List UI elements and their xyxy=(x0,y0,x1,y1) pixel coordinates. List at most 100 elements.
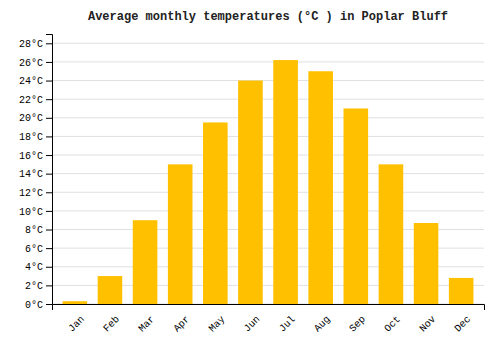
bar xyxy=(344,108,369,304)
y-tick-mark xyxy=(46,136,52,137)
x-tick: Aug xyxy=(312,314,333,335)
y-axis: 0°C 2°C 4°C 6°C 8°C 10°C 12°C 14°C 16°C 18°C 20°C 2… xyxy=(19,35,53,311)
grid-line xyxy=(52,192,484,193)
grid-line xyxy=(52,117,484,118)
y-tick: 2°C xyxy=(25,281,52,292)
grid-line xyxy=(52,80,484,81)
y-tick-mark xyxy=(46,62,52,63)
x-tick: Jan xyxy=(66,314,87,335)
x-tick-label: Feb xyxy=(101,314,122,335)
y-tick-label: 12°C xyxy=(19,188,43,199)
y-axis-line xyxy=(46,35,53,305)
grid-line xyxy=(52,43,484,44)
y-tick-label: 0°C xyxy=(25,300,43,311)
y-tick: 12°C xyxy=(19,188,52,199)
y-tick: 14°C xyxy=(19,169,52,180)
y-tick: 20°C xyxy=(19,113,52,124)
x-tick: Dec xyxy=(453,314,474,335)
x-axis: Jan Feb Mar Apr May Jun Jul Aug Sep Oct Nov Dec xyxy=(53,305,485,335)
x-tick: Mar xyxy=(137,314,158,335)
bar xyxy=(308,71,333,304)
y-tick: 10°C xyxy=(19,207,52,218)
y-tick-label: 16°C xyxy=(19,151,43,162)
grid-line xyxy=(52,61,484,62)
x-tick-label: May xyxy=(207,314,228,335)
y-tick: 8°C xyxy=(25,225,52,236)
y-tick-label: 14°C xyxy=(19,169,43,180)
y-tick-label: 28°C xyxy=(19,39,43,50)
bar xyxy=(63,301,88,304)
y-tick-label: 26°C xyxy=(19,58,43,69)
y-tick-label: 8°C xyxy=(25,225,43,236)
grid-line xyxy=(52,210,484,211)
y-tick-label: 20°C xyxy=(19,113,43,124)
x-tick: Feb xyxy=(101,314,122,335)
y-tick-mark xyxy=(46,304,52,305)
y-tick-label: 24°C xyxy=(19,76,43,87)
x-tick: Nov xyxy=(418,314,439,335)
bar xyxy=(273,60,298,304)
y-tick: 4°C xyxy=(25,262,52,273)
bars xyxy=(63,60,474,304)
y-tick: 16°C xyxy=(19,151,52,162)
x-tick-label: Oct xyxy=(382,314,403,335)
x-tick-label: Nov xyxy=(418,314,439,335)
x-axis-line xyxy=(53,305,485,311)
y-tick-label: 4°C xyxy=(25,262,43,273)
y-tick: 18°C xyxy=(19,132,52,143)
x-tick: Sep xyxy=(347,314,368,335)
y-tick: 0°C xyxy=(25,300,52,311)
bar xyxy=(133,220,158,304)
x-tick-label: Apr xyxy=(172,314,193,335)
y-tick: 22°C xyxy=(19,95,52,106)
y-tick-mark xyxy=(46,43,52,44)
plot: 0°C 2°C 4°C 6°C 8°C 10°C 12°C 14°C 16°C 18°C 20°C 2… xyxy=(19,35,485,335)
y-tick: 24°C xyxy=(19,76,52,87)
x-tick: Apr xyxy=(172,314,193,335)
bar xyxy=(379,164,404,304)
x-tick-label: Jul xyxy=(277,314,298,335)
x-tick-label: Jan xyxy=(66,314,87,335)
x-tick-label: Mar xyxy=(137,314,158,335)
grid-line xyxy=(52,173,484,174)
y-tick: 26°C xyxy=(19,58,52,69)
y-tick-mark xyxy=(46,192,52,193)
bar xyxy=(203,122,228,304)
y-tick-mark xyxy=(46,285,52,286)
chart: 0°C 2°C 4°C 6°C 8°C 10°C 12°C 14°C 16°C 18°C 20°C 2… xyxy=(0,0,500,350)
bar xyxy=(238,81,263,304)
y-tick: 28°C xyxy=(19,39,52,50)
y-tick-label: 18°C xyxy=(19,132,43,143)
bar xyxy=(168,164,193,304)
grid-line xyxy=(52,136,484,137)
y-tick-mark xyxy=(46,248,52,249)
y-tick-label: 10°C xyxy=(19,207,43,218)
y-tick-mark xyxy=(46,211,52,212)
grid-line xyxy=(52,155,484,156)
title: Average monthly temperatures (°C ) in Po… xyxy=(88,10,448,24)
x-tick: May xyxy=(207,314,228,335)
y-tick-mark xyxy=(46,267,52,268)
y-tick-mark xyxy=(46,81,52,82)
y-tick-mark xyxy=(46,99,52,100)
y-tick-label: 2°C xyxy=(25,281,43,292)
bar xyxy=(98,276,123,304)
y-tick-mark xyxy=(46,230,52,231)
x-tick: Jun xyxy=(242,314,263,335)
x-tick-label: Aug xyxy=(312,314,333,335)
x-tick: Jul xyxy=(277,314,298,335)
x-tick-label: Sep xyxy=(347,314,368,335)
grid-line xyxy=(52,99,484,100)
y-tick-label: 6°C xyxy=(25,244,43,255)
y-tick-mark xyxy=(46,118,52,119)
y-tick-mark xyxy=(46,155,52,156)
grid xyxy=(52,43,484,304)
y-tick-mark xyxy=(46,174,52,175)
bar xyxy=(414,223,439,304)
x-tick-label: Dec xyxy=(453,314,474,335)
bar xyxy=(449,278,474,304)
y-tick-label: 22°C xyxy=(19,95,43,106)
y-tick: 6°C xyxy=(25,244,52,255)
x-tick: Oct xyxy=(382,314,403,335)
x-tick-label: Jun xyxy=(242,314,263,335)
